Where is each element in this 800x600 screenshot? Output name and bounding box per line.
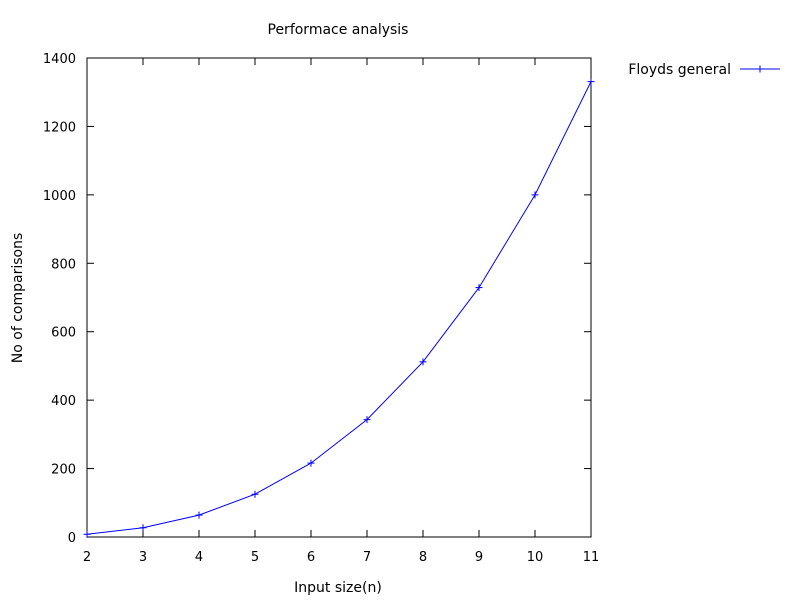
y-tick-label: 600 [51, 326, 76, 341]
x-tick-label: 4 [195, 550, 203, 565]
y-axis-ticks: 0 200 400 600 800 1000 1200 1400 [43, 52, 591, 546]
y-tick-label: 400 [51, 394, 76, 409]
series-layer [83, 78, 595, 538]
y-tick-label: 200 [51, 463, 76, 478]
x-tick-label: 2 [83, 550, 91, 565]
x-tick-label: 7 [363, 550, 371, 565]
data-point [195, 511, 203, 519]
series-line-floyds-general [86, 81, 592, 535]
plot-frame [86, 57, 592, 538]
chart-title: Performace analysis [268, 22, 409, 38]
x-tick-label: 3 [139, 550, 147, 565]
x-tick-label: 8 [419, 550, 427, 565]
y-tick-label: 1400 [43, 52, 76, 67]
data-point [83, 530, 91, 538]
x-tick-label: 5 [251, 550, 259, 565]
x-axis-ticks: 2 3 4 5 6 7 8 9 10 11 [83, 58, 599, 565]
legend-plus-marker [756, 65, 764, 73]
y-tick-label: 1200 [43, 120, 76, 135]
y-tick-label: 800 [51, 257, 76, 272]
data-point [363, 416, 371, 424]
x-tick-label: 9 [475, 550, 483, 565]
x-tick-label: 11 [583, 550, 600, 565]
data-point [139, 524, 147, 532]
y-tick-label: 0 [68, 531, 76, 546]
legend: Floyds general [628, 62, 780, 78]
x-tick-label: 10 [527, 550, 544, 565]
legend-marker [756, 65, 764, 73]
data-point [587, 78, 595, 86]
data-point [531, 191, 539, 199]
legend-label: Floyds general [628, 62, 731, 78]
x-tick-label: 6 [307, 550, 315, 565]
y-axis-title: No of comparisons [10, 233, 26, 363]
data-point [475, 284, 483, 292]
data-point [307, 459, 315, 467]
data-point [419, 358, 427, 366]
y-tick-label: 1000 [43, 189, 76, 204]
data-point [251, 490, 259, 498]
x-axis-title: Input size(n) [294, 580, 382, 596]
